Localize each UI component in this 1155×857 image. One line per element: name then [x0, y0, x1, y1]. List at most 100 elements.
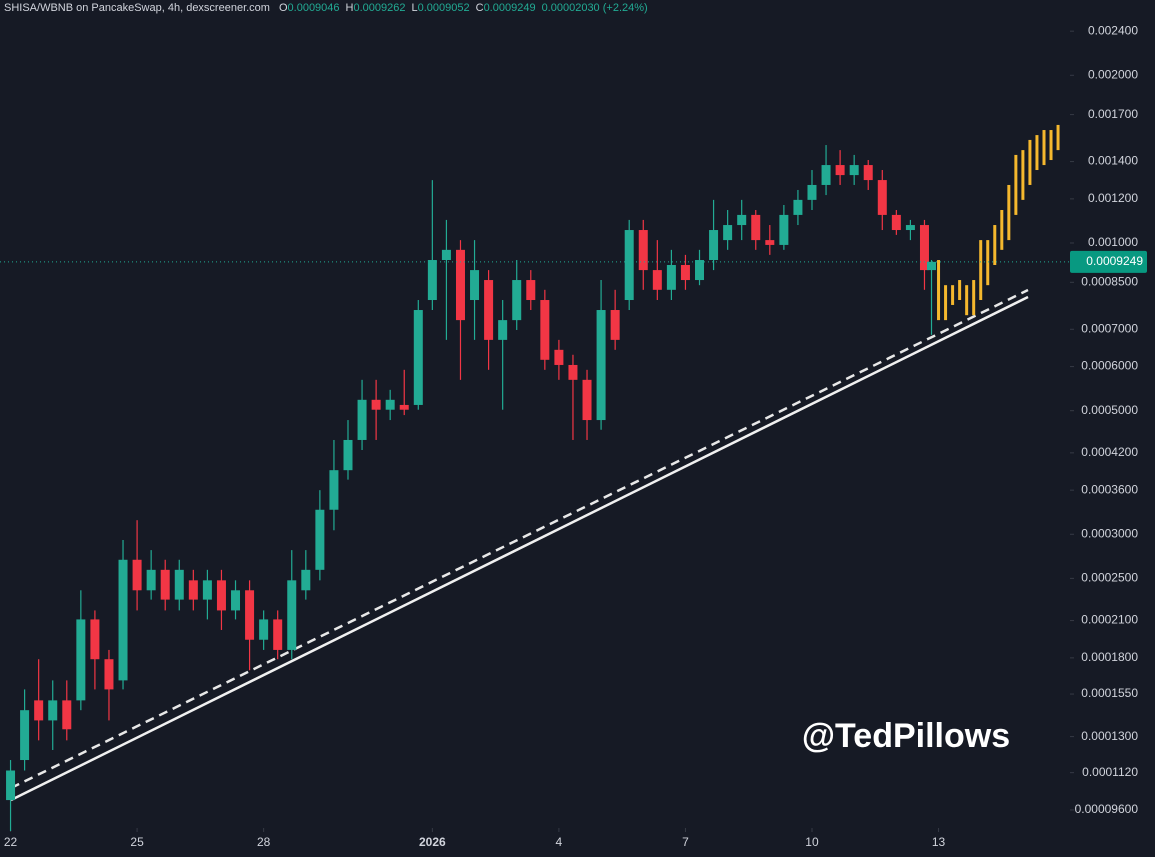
- y-tick-label: 0.0001550: [1081, 686, 1138, 700]
- candle-body: [273, 619, 283, 650]
- x-tick-label: 4: [556, 835, 563, 849]
- candle-body: [231, 590, 241, 611]
- y-tick-label: 0.002000: [1088, 67, 1138, 81]
- y-tick-label: 0.0003000: [1081, 526, 1138, 540]
- last-price-label: 0.0009249: [1086, 254, 1143, 268]
- candle-body: [624, 230, 634, 301]
- candle-body: [596, 310, 606, 421]
- candle-body: [301, 569, 311, 591]
- candle-body: [680, 265, 690, 281]
- candle-body: [610, 310, 620, 340]
- candle-body: [315, 509, 325, 570]
- candle-body: [104, 659, 114, 690]
- candle-body: [118, 559, 128, 681]
- candle-body: [765, 240, 775, 245]
- x-tick-label: 7: [682, 835, 689, 849]
- y-tick-label: 0.0002500: [1081, 571, 1138, 585]
- candle-body: [484, 280, 494, 340]
- candle-body: [62, 700, 72, 730]
- candle-body: [568, 364, 578, 380]
- x-tick-label: 25: [130, 835, 144, 849]
- candle-body: [427, 260, 437, 301]
- header: SHISA/WBNB on PancakeSwap, 4h, dexscreen…: [4, 2, 648, 14]
- candle-body: [779, 214, 789, 245]
- candle-body: [202, 580, 212, 600]
- ohlc-value: 0.0009052: [418, 2, 470, 14]
- x-tick-label: 13: [932, 835, 946, 849]
- y-tick-label: 0.0003600: [1081, 482, 1138, 496]
- x-tick-label: 10: [805, 835, 819, 849]
- candle-body: [927, 261, 937, 271]
- candle-body: [540, 300, 550, 360]
- y-tick-label: 0.001700: [1088, 107, 1138, 121]
- candle-body: [48, 700, 58, 721]
- candle-body: [371, 399, 381, 410]
- candle-body: [807, 184, 817, 200]
- ohlc-key: L: [411, 2, 417, 14]
- candle-body: [385, 399, 395, 410]
- candle-body: [20, 710, 30, 761]
- candle-body: [849, 165, 859, 176]
- candle-body: [652, 270, 662, 290]
- x-tick-label: 2026: [419, 835, 446, 849]
- x-tick-label: 22: [4, 835, 18, 849]
- candle-body: [160, 569, 170, 600]
- y-tick-label: 0.00009600: [1075, 802, 1139, 816]
- candle-body: [695, 260, 705, 281]
- candle-body: [821, 165, 831, 185]
- candle-body: [399, 404, 409, 410]
- candle-body: [132, 559, 142, 591]
- ohlc-value: 0.0009249: [484, 2, 536, 14]
- trendline-dashed: [10, 288, 1029, 790]
- ohlc-key: C: [476, 2, 484, 14]
- y-tick-label: 0.002400: [1088, 23, 1138, 37]
- candle-body: [357, 399, 367, 440]
- candle-body: [751, 214, 761, 241]
- candle-body: [723, 225, 733, 241]
- y-tick-label: 0.0001300: [1081, 729, 1138, 743]
- candle-body: [259, 619, 269, 640]
- y-tick-label: 0.0006000: [1081, 359, 1138, 373]
- candle-body: [470, 270, 480, 301]
- candle-body: [76, 619, 86, 701]
- candle-body: [554, 349, 564, 365]
- candle-body: [413, 310, 423, 405]
- candle-body: [905, 225, 915, 231]
- y-tick-label: 0.001400: [1088, 154, 1138, 168]
- candle-body: [919, 225, 929, 271]
- candle-body: [34, 700, 44, 721]
- candle-body: [343, 439, 353, 471]
- candle-body: [90, 619, 100, 660]
- candle-body: [188, 580, 198, 600]
- y-tick-label: 0.001000: [1088, 235, 1138, 249]
- ohlc-key: O: [279, 2, 288, 14]
- candle-body: [455, 249, 465, 321]
- candle-body: [6, 770, 16, 801]
- candle-body: [666, 265, 676, 290]
- change: 0.00002030 (+2.24%): [542, 2, 648, 14]
- candle-body: [526, 280, 536, 301]
- candle-body: [329, 470, 339, 510]
- candle-body: [709, 230, 719, 261]
- y-tick-label: 0.0008500: [1081, 274, 1138, 288]
- y-tick-label: 0.0007000: [1081, 321, 1138, 335]
- y-tick-label: 0.001200: [1088, 191, 1138, 205]
- ohlc-value: 0.0009262: [353, 2, 405, 14]
- candle-body: [582, 379, 592, 421]
- candle-body: [146, 569, 156, 591]
- ohlc-value: 0.0009046: [288, 2, 340, 14]
- candle-body: [891, 214, 901, 231]
- trendline: [10, 295, 1029, 802]
- y-tick-label: 0.0004200: [1081, 445, 1138, 459]
- candle-body: [863, 165, 873, 181]
- candle-body: [216, 580, 226, 611]
- candle-body: [793, 199, 803, 215]
- last-price-box: [1070, 250, 1147, 273]
- y-tick-label: 0.0001120: [1082, 765, 1138, 779]
- candle-body: [441, 249, 451, 261]
- candle-body: [174, 569, 184, 600]
- candle-body: [638, 230, 648, 271]
